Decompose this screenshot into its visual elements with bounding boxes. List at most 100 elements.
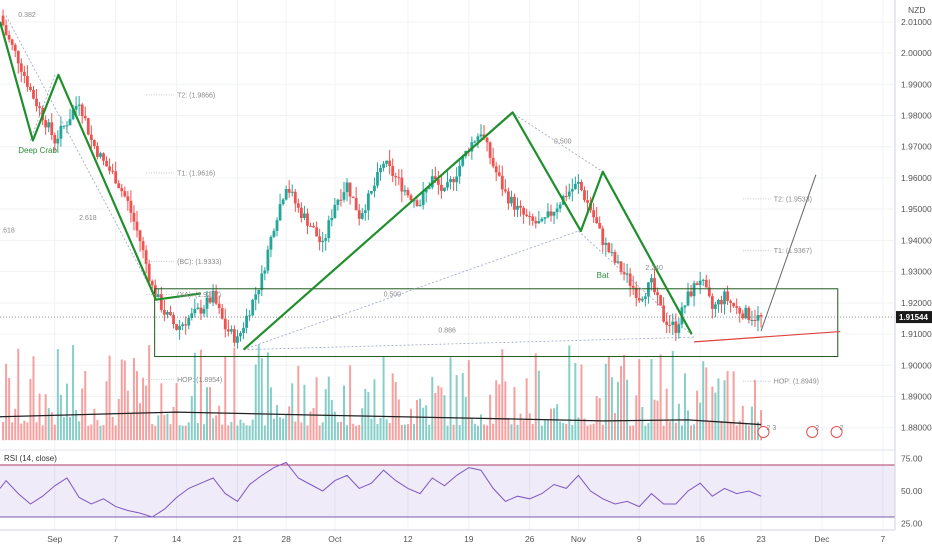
candle-body — [586, 200, 589, 203]
candle-body — [409, 195, 413, 201]
rsi-band — [0, 465, 895, 517]
volume-bar — [607, 357, 610, 441]
candle-body — [577, 181, 580, 184]
zone-rectangle — [154, 288, 839, 358]
candle-body — [77, 104, 81, 106]
price-tick-label: 2.01000 — [901, 17, 932, 27]
volume-bar — [355, 425, 358, 441]
volume-bar — [190, 396, 193, 441]
candle-body — [111, 170, 115, 172]
candle-body — [625, 273, 629, 275]
volume-bar — [437, 385, 440, 441]
candle-body — [436, 179, 440, 185]
volume-bar — [114, 425, 117, 441]
candle-body — [65, 125, 69, 127]
volume-bar — [550, 408, 553, 441]
volume-bar — [537, 370, 540, 441]
volume-bar — [14, 408, 17, 441]
candle-body — [315, 227, 318, 237]
candle-body — [528, 215, 532, 217]
candle-body — [391, 166, 395, 176]
candle-body — [622, 271, 626, 275]
volume-bar — [239, 419, 242, 441]
candle-body — [640, 298, 644, 301]
volume-bar — [455, 375, 458, 441]
candle-body — [83, 115, 87, 119]
volume-bar — [376, 423, 379, 441]
candle-body — [665, 321, 669, 325]
candle-body — [446, 182, 449, 188]
volume-bar — [641, 406, 644, 441]
volume-bar — [135, 371, 138, 441]
volume-bar — [626, 379, 629, 441]
target-label: T2: (1.9533) — [774, 196, 812, 203]
volume-bar — [470, 417, 473, 441]
volume-bar — [41, 425, 44, 441]
candle-body — [443, 187, 446, 191]
volume-bar — [422, 407, 425, 441]
candle-body — [254, 294, 258, 300]
price-tick-label: 1.88000 — [901, 423, 932, 433]
candle-body — [491, 157, 495, 167]
volume-bar — [224, 356, 227, 441]
volume-bar — [342, 385, 345, 441]
candle-body — [108, 166, 111, 171]
candle-body — [388, 160, 392, 167]
volume-bar — [215, 415, 218, 441]
volume-bar — [528, 413, 531, 441]
time-tick-label: Dec — [814, 534, 830, 544]
candle-body — [723, 291, 726, 305]
volume-bar — [498, 384, 501, 441]
candle-body — [458, 165, 462, 177]
candle-body — [223, 318, 227, 330]
volume-bar — [416, 399, 419, 441]
candle-body — [662, 305, 666, 322]
candle-body — [357, 210, 361, 219]
volume-bar — [47, 408, 50, 441]
indicator-badge — [757, 426, 770, 438]
volume-bar — [571, 424, 574, 441]
volume-bar — [75, 410, 78, 441]
volume-bar — [723, 380, 726, 441]
volume-bar — [394, 381, 397, 441]
candle-body — [80, 104, 84, 116]
volume-bar — [282, 418, 285, 441]
candle-body — [415, 200, 419, 206]
volume-bar — [519, 413, 522, 441]
candle-body — [120, 188, 124, 192]
candle-body — [631, 285, 635, 288]
candle-body — [53, 135, 57, 144]
price-tick-label: 1.90000 — [901, 360, 932, 370]
candle-body — [278, 204, 282, 221]
volume-bar — [677, 403, 680, 441]
candle-body — [449, 179, 452, 183]
candle-body — [686, 291, 690, 306]
candle-body — [269, 236, 273, 250]
fib-label: 2.240 — [645, 265, 663, 272]
volume-bar — [105, 381, 108, 441]
candle-body — [7, 35, 11, 40]
volume-bar — [327, 376, 330, 441]
candle-body — [19, 63, 23, 72]
volume-bar — [699, 402, 702, 441]
volume-bar — [291, 383, 294, 441]
fib-ratio-link — [243, 336, 695, 351]
volume-bar — [632, 425, 635, 441]
volume-bar — [72, 345, 75, 441]
candle-body — [299, 207, 303, 218]
volume-bar — [288, 406, 291, 441]
candle-body — [281, 199, 285, 205]
candlestick-series — [1, 9, 763, 349]
chart-annotations: Deep Crab Bat 0.382 2.618 .618 0.500 0.500 0.88… — [1, 12, 844, 438]
candle-body — [540, 218, 544, 222]
candle-body — [47, 122, 51, 128]
time-tick-label: 7 — [113, 534, 118, 544]
candle-body — [309, 225, 312, 227]
candle-body — [628, 273, 632, 286]
fib-label: 0.886 — [438, 327, 456, 334]
candle-body — [497, 172, 501, 176]
price-tick-label: 1.89000 — [901, 391, 932, 401]
candle-body — [293, 191, 297, 204]
volume-bar — [108, 355, 111, 441]
